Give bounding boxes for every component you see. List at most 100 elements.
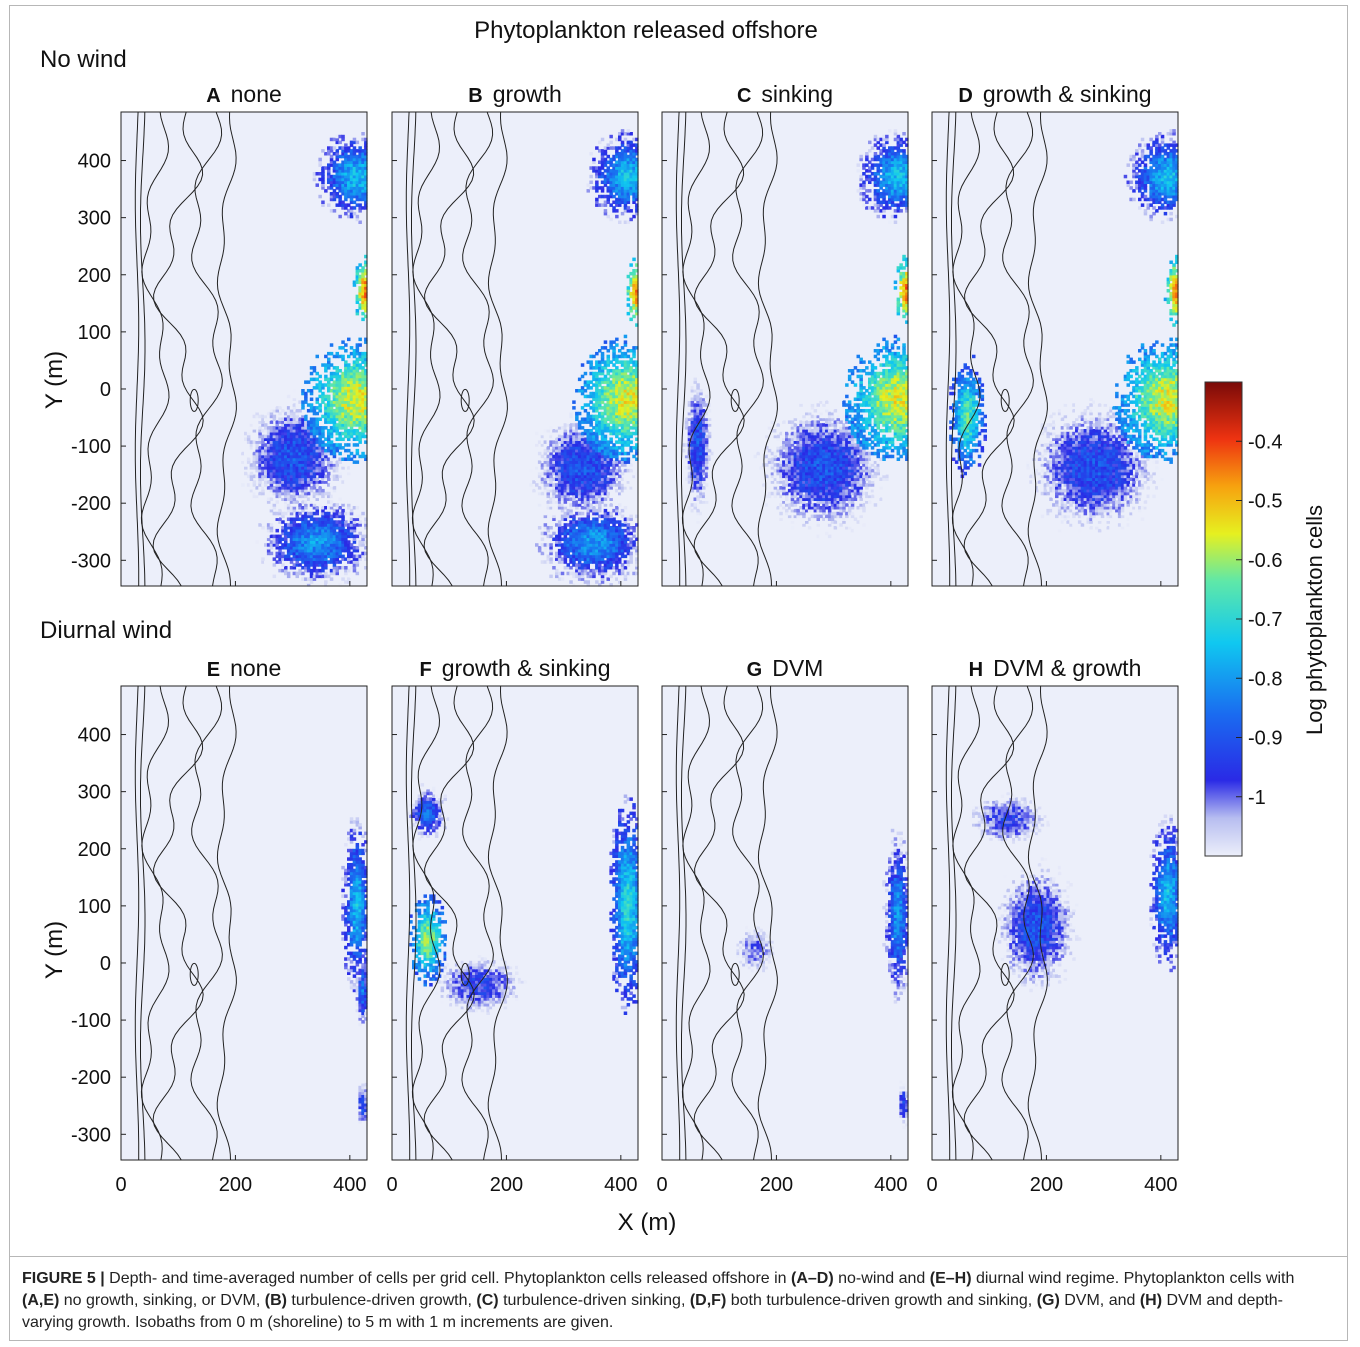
heatmap-cell [335, 437, 339, 441]
heatmap-cell [298, 543, 302, 547]
heatmap-cell [355, 406, 360, 410]
heatmap-cell [312, 543, 317, 547]
heatmap-cell [344, 397, 348, 401]
heatmap-cell [284, 500, 288, 504]
heatmap-cell [315, 543, 319, 547]
heatmap-cell [278, 454, 282, 459]
heatmap-cell [312, 468, 317, 473]
heatmap-cell [306, 566, 311, 570]
heatmap-cell [364, 297, 368, 302]
heatmap-cell [292, 551, 297, 556]
heatmap-cell [309, 434, 314, 439]
heatmap-cell [264, 437, 268, 441]
figure-canvas: Phytoplankton released offshore No wind … [40, 17, 1327, 1236]
heatmap-cell [349, 574, 354, 579]
y-tick-label: 300 [78, 208, 111, 230]
heatmap-cell [266, 474, 271, 479]
heatmap-cell [235, 468, 239, 473]
heatmap-cell [244, 414, 248, 419]
heatmap-cell [269, 466, 274, 470]
heatmap-cell [269, 451, 274, 456]
heatmap-cell [355, 557, 360, 561]
heatmap-cell [298, 409, 302, 413]
heatmap-cell [269, 480, 274, 484]
heatmap-cell [592, 157, 596, 162]
heatmap-cell [312, 486, 317, 490]
heatmap-cell [321, 488, 325, 493]
heatmap-cell [312, 417, 317, 421]
heatmap-cell [315, 534, 319, 539]
heatmap-cell [252, 426, 257, 430]
heatmap-cell [292, 454, 297, 459]
panel-letter: A [206, 85, 220, 107]
heatmap-cell [261, 468, 265, 473]
heatmap-cell [235, 451, 239, 456]
heatmap-cell [552, 423, 556, 427]
heatmap-cell [358, 426, 362, 430]
heatmap-cell [312, 477, 317, 481]
heatmap-cell [361, 357, 365, 362]
heatmap-cell [352, 397, 357, 401]
heatmap-cell [338, 506, 342, 510]
y-tick-label: -300 [71, 550, 111, 572]
heatmap-cell [306, 514, 311, 519]
heatmap-cell [301, 500, 305, 504]
heatmap-cell [355, 277, 360, 282]
heatmap-cell [341, 528, 345, 533]
heatmap-cell [281, 477, 285, 481]
heatmap-cell [289, 543, 294, 547]
heatmap-cell [315, 488, 319, 493]
heatmap-cell [309, 480, 314, 484]
heatmap-cell [332, 366, 337, 370]
heatmap-cell [324, 540, 328, 544]
heatmap-cell [312, 423, 317, 427]
heatmap-cell [264, 417, 268, 421]
heatmap-cell [329, 571, 334, 576]
heatmap-cell [292, 437, 297, 441]
heatmap-cell [318, 546, 322, 550]
heatmap-cell [304, 540, 308, 544]
heatmap-cell [295, 494, 299, 499]
heatmap-cell [261, 414, 265, 419]
heatmap-cell [286, 483, 291, 487]
y-tick-label: 0 [100, 379, 111, 401]
heatmap-cell [344, 394, 348, 399]
heatmap-cell [315, 531, 319, 536]
heatmap-cell [295, 429, 299, 433]
heatmap-cell [261, 448, 265, 453]
heatmap-cell [332, 354, 337, 359]
heatmap-cell [306, 511, 311, 516]
heatmap-cell [347, 471, 351, 476]
heatmap-cell [341, 426, 345, 430]
heatmap-cell [315, 454, 319, 459]
heatmap-cell [623, 506, 628, 510]
heatmap-cell [321, 460, 325, 464]
heatmap-cell [341, 411, 345, 416]
heatmap-cell [309, 397, 314, 401]
heatmap-cell [289, 420, 294, 424]
heatmap-cell [264, 471, 268, 476]
heatmap-cell [335, 526, 339, 530]
heatmap-cell [278, 397, 282, 401]
heatmap-cell [295, 474, 299, 479]
heatmap-cell [295, 386, 299, 390]
heatmap-cell [324, 523, 328, 527]
heatmap-cell [292, 403, 297, 407]
heatmap-cell [347, 577, 351, 581]
heatmap-cell [327, 477, 331, 481]
heatmap-cell [338, 543, 342, 547]
heatmap-cell [364, 280, 368, 284]
heatmap-cell [275, 409, 279, 413]
heatmap-cell [281, 457, 285, 461]
heatmap-cell [321, 543, 325, 547]
heatmap-cell [281, 448, 285, 453]
heatmap-cell [324, 417, 328, 421]
heatmap-cell [361, 389, 365, 393]
heatmap-cell [309, 466, 314, 470]
heatmap-cell [275, 426, 279, 430]
heatmap-cell [341, 483, 345, 487]
heatmap-cell [352, 566, 357, 570]
heatmap-cell [517, 468, 522, 473]
heatmap-cell [352, 280, 357, 284]
heatmap-cell [269, 497, 274, 501]
